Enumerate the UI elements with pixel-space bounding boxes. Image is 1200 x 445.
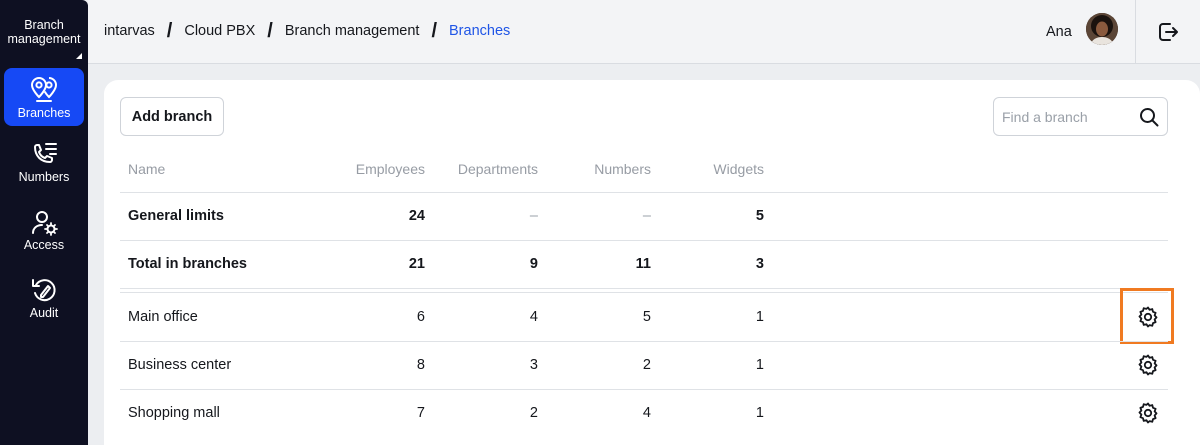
sidebar: Branch management Branches Numbers Acces…	[0, 0, 88, 445]
section-title-line2: management	[7, 32, 81, 46]
sidebar-item-branches[interactable]: Branches	[4, 68, 84, 126]
column-header-name: Name	[128, 161, 166, 177]
row-divider	[120, 240, 1168, 241]
summary-departments: –	[529, 208, 538, 224]
search-box	[993, 97, 1168, 136]
breadcrumb-separator: /	[267, 20, 273, 42]
branch-numbers: 4	[642, 405, 651, 421]
column-header-numbers: Numbers	[594, 161, 651, 177]
sidebar-item-label: Access	[23, 238, 65, 252]
branch-departments: 3	[529, 357, 538, 373]
section-divider	[120, 292, 1168, 293]
avatar[interactable]	[1086, 13, 1118, 45]
branches-pin-icon	[30, 76, 58, 102]
breadcrumb-item[interactable]: intarvas	[104, 23, 155, 39]
settings-gear-icon[interactable]	[1136, 401, 1160, 425]
column-header-employees: Employees	[355, 161, 425, 177]
sidebar-item-label: Audit	[29, 306, 59, 320]
branches-card: Add branch Name Employees Departments Nu…	[104, 80, 1200, 445]
search-input[interactable]	[1002, 107, 1132, 127]
branch-widgets: 1	[755, 405, 764, 421]
phone-list-icon	[34, 143, 57, 163]
sidebar-item-access[interactable]: Access	[4, 200, 84, 258]
summary-numbers: –	[642, 208, 651, 224]
branch-employees: 7	[416, 405, 425, 421]
audit-history-icon	[32, 279, 56, 302]
summary-widgets: 3	[755, 256, 764, 272]
breadcrumb-item[interactable]: Cloud PBX	[184, 23, 256, 39]
summary-numbers: 11	[635, 256, 651, 272]
breadcrumb-separator: /	[166, 20, 173, 42]
highlight-box	[1120, 288, 1174, 344]
summary-employees: 21	[408, 256, 425, 272]
topbar-divider	[1135, 0, 1136, 64]
logout-icon[interactable]	[1156, 20, 1180, 44]
branch-departments: 4	[529, 309, 538, 325]
summary-row-name: General limits	[128, 208, 224, 224]
breadcrumb-separator: /	[431, 20, 438, 42]
app-section-switcher[interactable]: Branch management	[0, 0, 88, 62]
section-title-line1: Branch	[24, 18, 64, 32]
summary-widgets: 5	[755, 208, 764, 224]
branch-name: Business center	[128, 357, 232, 373]
header-divider	[120, 192, 1168, 193]
column-header-departments: Departments	[457, 161, 538, 177]
breadcrumb-current: Branches	[449, 23, 511, 39]
summary-employees: 24	[408, 208, 425, 224]
column-header-widgets: Widgets	[713, 161, 764, 177]
corner-indicator-icon	[76, 53, 82, 59]
sidebar-item-label: Numbers	[18, 170, 70, 184]
sidebar-item-numbers[interactable]: Numbers	[4, 132, 84, 190]
branch-departments: 2	[529, 405, 538, 421]
search-icon[interactable]	[1138, 106, 1160, 128]
row-divider	[120, 288, 1168, 289]
sidebar-item-audit[interactable]: Audit	[4, 268, 84, 326]
summary-departments: 9	[529, 256, 538, 272]
branch-name: Main office	[128, 309, 198, 325]
user-name[interactable]: Ana	[1046, 24, 1072, 40]
summary-row-name: Total in branches	[128, 256, 247, 272]
sidebar-item-label: Branches	[17, 106, 71, 120]
branch-numbers: 2	[642, 357, 651, 373]
add-branch-button[interactable]: Add branch	[120, 97, 224, 136]
user-avatar-icon	[1086, 13, 1118, 45]
topbar: intarvas / Cloud PBX / Branch management…	[88, 0, 1200, 64]
branch-numbers: 5	[642, 309, 651, 325]
branch-employees: 6	[416, 309, 425, 325]
breadcrumb-item[interactable]: Branch management	[284, 23, 420, 39]
row-divider	[120, 341, 1168, 342]
branch-name: Shopping mall	[128, 405, 220, 421]
settings-gear-icon[interactable]	[1136, 305, 1160, 329]
user-gear-icon	[32, 211, 58, 236]
branch-widgets: 1	[755, 357, 764, 373]
branch-widgets: 1	[755, 309, 764, 325]
settings-gear-icon[interactable]	[1136, 353, 1160, 377]
row-divider	[120, 389, 1168, 390]
breadcrumb: intarvas / Cloud PBX / Branch management…	[104, 20, 511, 42]
branch-employees: 8	[416, 357, 425, 373]
